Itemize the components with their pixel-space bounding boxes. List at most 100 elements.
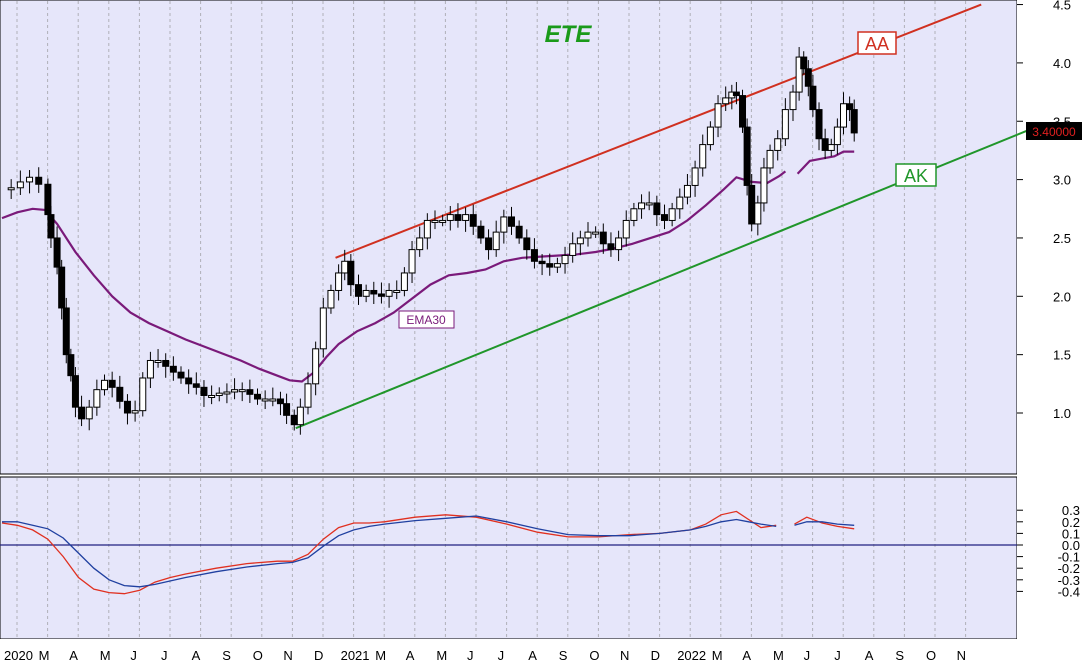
candle-down [804,68,812,87]
candle-up [139,377,147,412]
x-tick-label: J [498,648,505,663]
candle-up [615,237,623,251]
x-tick-label: O [253,648,263,663]
x-tick-label: 2022 [677,648,706,663]
candle-up [215,392,223,396]
candle-up [500,216,508,233]
candle-up [760,167,768,204]
candle-up [296,406,304,426]
ema30-segment [796,150,855,175]
candle-down [809,85,817,111]
annotation-ema30: EMA30 [398,310,455,329]
candle-up [766,149,774,169]
candle-up [795,56,803,93]
annotation-aa: AA [857,31,897,55]
candle-up [592,231,600,235]
candle-down [546,263,554,268]
macd-y-tick-label: -0.1 [1058,550,1080,565]
candle-down [116,386,124,402]
candle-down [530,249,538,262]
candle-up [722,97,730,105]
candle-down [515,225,523,239]
x-tick-label: A [192,648,201,663]
candle-up [699,144,707,169]
candle-down [169,365,177,373]
candle-up [223,391,231,395]
x-tick-label: A [406,648,415,663]
candle-up [393,289,401,293]
candle-up [645,202,653,206]
candle-up [335,272,343,291]
x-tick-label: N [283,648,292,663]
candle-down [35,176,43,185]
annotation-aa-label: AA [865,34,889,54]
candle-down [162,359,170,367]
candle-up [93,389,101,408]
macd-main-line [2,515,777,588]
ema30-segment [1,170,787,383]
candle-down [660,214,668,221]
x-tick-label: D [314,648,323,663]
candle-up [462,214,470,221]
chart-title: ETE [545,21,593,48]
candle-up [416,237,424,251]
candle-down [58,266,66,309]
y-tick-label: 2.0 [1053,289,1071,304]
candle-down [53,237,61,268]
y-tick-label: 1.0 [1053,406,1071,421]
candle-down [743,126,751,186]
last-price-tag: 3.40000 [1026,122,1082,140]
macd-y-tick-label: -0.4 [1058,584,1080,599]
candle-down [47,214,55,239]
candle-down [732,91,740,97]
candle-up [638,202,646,210]
candle-down [177,371,185,379]
candle-down [739,95,747,128]
candle-down [71,375,79,408]
candle-down [469,214,477,227]
x-tick-label: 2020 [4,648,33,663]
x-tick-label: D [651,648,660,663]
x-tick-label: O [589,648,599,663]
grid-lines [16,1,967,638]
candle-down [800,56,808,70]
y-tick-label: 4.5 [1053,0,1071,13]
x-tick-label: N [620,648,629,663]
x-tick-label: M [100,648,111,663]
candle-up [85,406,93,420]
candle-down [78,406,86,420]
candle-up [492,231,500,251]
candle-up [304,383,312,408]
candle-up [231,389,239,393]
x-tick-label: N [957,648,966,663]
candle-down [370,289,378,295]
candle-down [347,260,355,286]
candle-up [131,410,139,414]
candle-down [607,243,615,251]
candle-up [668,208,676,221]
y-tick-label: 3.0 [1053,173,1071,188]
last-price-label: 3.40000 [1032,125,1076,139]
candle-up [385,289,393,297]
y-tick-label: 2.5 [1053,231,1071,246]
candle-up [408,249,416,274]
candle-down [283,403,291,416]
macd-y-tick-label: -0.2 [1058,561,1080,576]
candle-up [569,243,577,256]
candle-down [748,184,756,225]
candle-down [454,214,462,221]
candle-up [833,126,841,146]
candle-down [850,109,858,134]
candle-up [26,176,34,183]
x-tick-label: A [528,648,537,663]
x-tick-label: M [773,648,784,663]
candle-up [774,138,782,151]
candle-down [67,354,75,377]
candle-down [246,389,254,395]
candle-up [319,307,327,350]
candle-down [290,414,298,426]
candle-up [683,184,691,198]
candle-up [439,219,447,223]
macd-y-tick-label: 0.2 [1062,515,1080,530]
